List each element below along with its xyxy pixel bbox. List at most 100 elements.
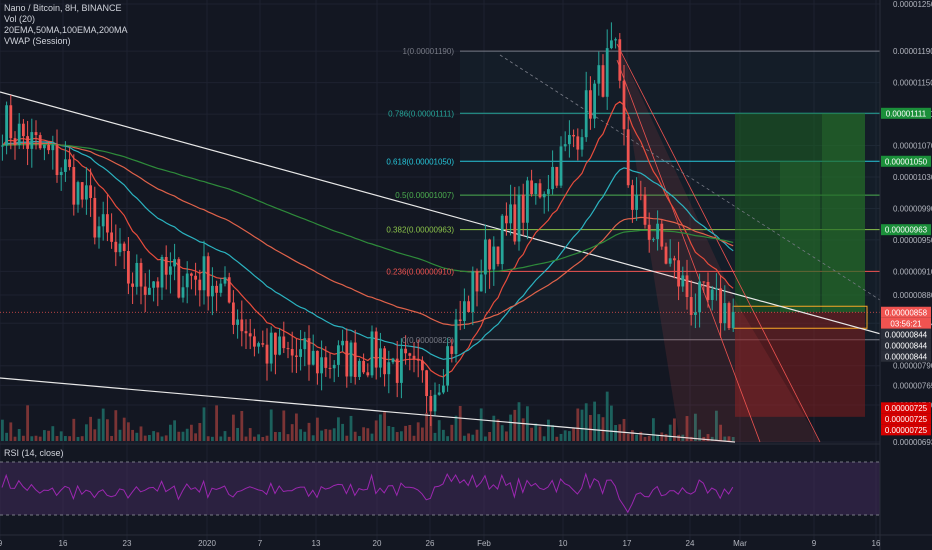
candle-body	[526, 180, 529, 223]
candle-body	[643, 194, 647, 225]
volume-bar	[668, 424, 672, 441]
volume-bar	[261, 436, 265, 441]
candle-body	[467, 301, 470, 313]
candle-body	[80, 182, 84, 200]
candle-body	[429, 396, 433, 412]
time-tick-label: 16	[872, 539, 881, 548]
moving-averages	[1, 101, 734, 378]
candle-body	[433, 394, 437, 412]
volume-bar	[505, 431, 508, 441]
candle-body	[404, 348, 407, 354]
lower-trendline	[0, 377, 736, 443]
volume-bar	[605, 391, 609, 441]
time-tick-label: Mar	[733, 539, 747, 548]
long-position-tool	[0, 113, 880, 417]
price-tag-label: 0.00001111	[886, 109, 927, 118]
candle-body	[458, 319, 462, 321]
volume-bar	[677, 434, 680, 441]
chart-legend: Nano / Bitcoin, 8H, BINANCE Vol (20) 20E…	[4, 3, 128, 47]
candle-body	[177, 259, 181, 298]
volume-bar	[169, 424, 172, 441]
candle-body	[219, 283, 223, 293]
candle-body	[194, 275, 197, 280]
candle-body	[715, 288, 718, 290]
volume-bar	[391, 426, 395, 441]
candle-body	[605, 48, 609, 97]
target-overlay	[780, 161, 820, 313]
ma200-line	[2, 143, 734, 273]
chart-grid	[0, 0, 880, 540]
volume-bar	[610, 405, 613, 441]
candle-body	[43, 144, 46, 149]
volume-bar	[442, 429, 445, 441]
candle-body	[450, 346, 454, 354]
price-tag-label: 0.00000858	[885, 308, 928, 317]
volume-bar	[244, 436, 248, 441]
candle-body	[341, 340, 344, 346]
candle-body	[584, 90, 588, 138]
candle-body	[345, 340, 349, 377]
volume-bar	[387, 426, 391, 441]
price-axis: 0.000012500.000011900.000011500.00001110…	[879, 0, 932, 550]
candle-body	[143, 286, 147, 295]
vwap-indicator-label[interactable]: VWAP (Session)	[4, 36, 71, 46]
candle-body	[17, 123, 21, 146]
candle-body	[563, 144, 567, 147]
candle-body	[559, 146, 563, 186]
candlesticks	[1, 22, 735, 426]
candle-body	[114, 241, 118, 253]
candle-body	[337, 345, 340, 365]
volume-bar	[64, 436, 67, 441]
price-tag	[881, 424, 931, 436]
volume-bar	[265, 435, 269, 441]
candle-body	[244, 331, 248, 334]
volume-bar	[404, 425, 407, 441]
candle-body	[131, 283, 134, 287]
candle-body	[589, 90, 592, 119]
candle-body	[51, 144, 55, 151]
rsi-title[interactable]: RSI (14, close)	[4, 448, 64, 458]
volume-bar	[269, 409, 273, 441]
volume-bar	[580, 409, 584, 441]
candle-body	[610, 40, 613, 49]
candle-body	[593, 83, 596, 119]
volume-bar	[706, 434, 710, 441]
candle-body	[261, 343, 265, 345]
volume-bar	[274, 431, 277, 441]
price-tag-label: 03:56:21	[890, 319, 922, 328]
candle-body	[631, 185, 634, 210]
volume-bar	[458, 405, 462, 441]
price-tick-label: 0.00000910	[893, 267, 932, 276]
volume-bar	[563, 430, 567, 441]
candle-body	[484, 239, 487, 275]
volume-bar	[148, 435, 151, 441]
candle-body	[215, 285, 218, 293]
candle-body	[97, 226, 101, 238]
candle-body	[408, 353, 412, 356]
volume-bar	[421, 427, 424, 441]
volume-bar	[484, 436, 487, 441]
symbol-title[interactable]: Nano / Bitcoin, 8H, BINANCE	[4, 3, 122, 13]
volume-bar	[568, 431, 571, 441]
price-tag	[881, 317, 931, 329]
candle-body	[668, 258, 672, 264]
price-tick-label: 0.00001250	[893, 0, 932, 9]
ema-indicator-label[interactable]: 20EMA,50MA,100EMA,200MA	[4, 25, 128, 35]
volume-bar	[437, 420, 441, 441]
volume-indicator-label[interactable]: Vol (20)	[4, 14, 36, 24]
volume-bar	[307, 422, 311, 441]
time-tick-label: 24	[686, 539, 695, 548]
price-tag-label: 0.00000725	[885, 404, 928, 413]
volume-bar	[534, 423, 538, 441]
volume-bar	[5, 432, 8, 441]
candle-body	[395, 358, 399, 383]
candle-body	[702, 281, 706, 283]
volume-bar	[131, 429, 134, 441]
volume-bar	[101, 408, 105, 441]
volume-bar	[400, 431, 403, 441]
volume-bar	[164, 435, 168, 441]
time-tick-label: 9	[812, 539, 817, 548]
volume-bar	[89, 416, 92, 441]
candle-body	[358, 360, 361, 377]
